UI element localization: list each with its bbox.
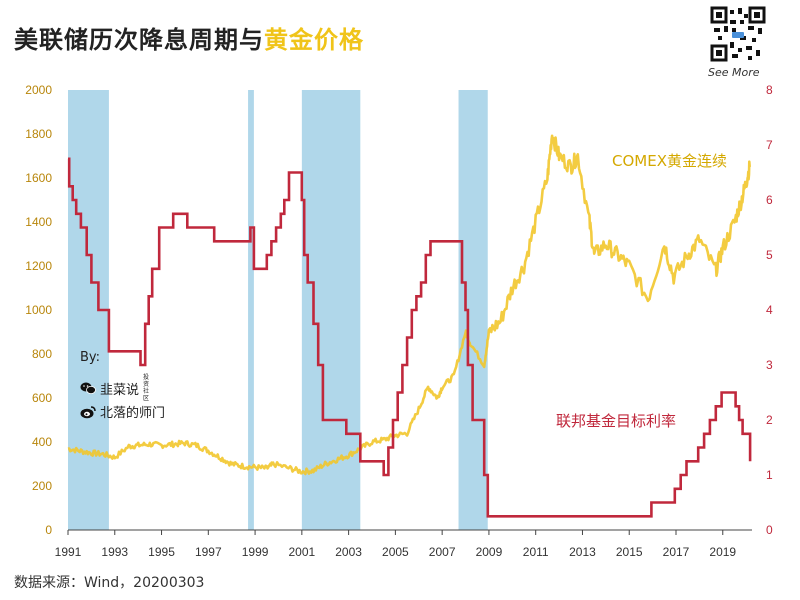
y-right-tick-label: 4 xyxy=(766,303,773,317)
y-right-tick-label: 5 xyxy=(766,248,773,262)
chart-title: 美联储历次降息周期与黄金价格 xyxy=(14,20,364,55)
x-tick-label: 2011 xyxy=(523,545,549,559)
x-tick-label: 2001 xyxy=(288,545,315,559)
y-right-tick-label: 7 xyxy=(766,138,773,152)
y-right-tick-label: 1 xyxy=(766,468,773,482)
y-left-tick-label: 2000 xyxy=(25,83,52,97)
y-left-tick-label: 800 xyxy=(32,347,52,361)
x-tick-label: 1993 xyxy=(101,545,128,559)
fed-funds-rate-line xyxy=(67,157,752,518)
x-tick-label: 2013 xyxy=(569,545,596,559)
x-tick-label: 1997 xyxy=(195,545,222,559)
y-right-tick-label: 6 xyxy=(766,193,773,207)
by-label: By: xyxy=(80,350,101,365)
social-weibo: 北落的师门 xyxy=(80,402,165,421)
social-wechat: 韭菜说 投资社区 xyxy=(80,374,153,402)
social-weibo-name: 北落的师门 xyxy=(100,406,166,421)
x-tick-label: 1991 xyxy=(55,545,82,559)
series-label-gold: COMEX黄金连续 xyxy=(612,152,727,170)
rate-cut-period-2 xyxy=(301,90,361,530)
series-label-rate: 联邦基金目标利率 xyxy=(556,412,677,430)
x-tick-label: 2015 xyxy=(616,545,643,559)
y-left-tick-label: 1400 xyxy=(25,215,52,229)
y-left-tick-label: 600 xyxy=(32,391,52,405)
x-tick-label: 2019 xyxy=(709,545,736,559)
weibo-icon xyxy=(80,405,96,418)
y-left-tick-label: 1000 xyxy=(25,303,52,317)
y-left-tick-label: 1800 xyxy=(25,127,52,141)
y-left-tick-label: 0 xyxy=(45,523,52,537)
x-tick-label: 2005 xyxy=(382,545,409,559)
x-tick-label: 2009 xyxy=(476,545,503,559)
wechat-icon xyxy=(80,382,96,394)
title-main: 美联储历次降息周期与 xyxy=(14,26,264,54)
data-source: 数据来源：Wind，20200303 xyxy=(14,575,205,591)
gold-price-line xyxy=(67,134,751,476)
x-tick-label: 2007 xyxy=(429,545,456,559)
x-tick-label: 2003 xyxy=(335,545,362,559)
x-tick-label: 1995 xyxy=(148,545,175,559)
qr-code-icon[interactable] xyxy=(710,6,766,62)
y-right-tick-label: 8 xyxy=(766,83,773,97)
y-right-tick-label: 2 xyxy=(766,413,773,427)
y-right-tick-label: 3 xyxy=(766,358,773,372)
y-left-tick-label: 400 xyxy=(32,435,52,449)
see-more-label[interactable]: See More xyxy=(708,66,760,79)
title-highlight: 黄金价格 xyxy=(264,26,364,54)
rate-cut-period-1 xyxy=(248,90,254,530)
social-wechat-sub: 投资社区 xyxy=(143,374,150,402)
y-left-tick-label: 1200 xyxy=(25,259,52,273)
x-tick-label: 2017 xyxy=(663,545,690,559)
social-wechat-name: 韭菜说 xyxy=(100,382,140,398)
y-left-tick-label: 1600 xyxy=(25,171,52,185)
y-left-tick-label: 200 xyxy=(32,479,52,493)
x-tick-label: 1999 xyxy=(242,545,269,559)
rate-cut-period-3 xyxy=(458,90,488,530)
y-right-tick-label: 0 xyxy=(766,523,773,537)
